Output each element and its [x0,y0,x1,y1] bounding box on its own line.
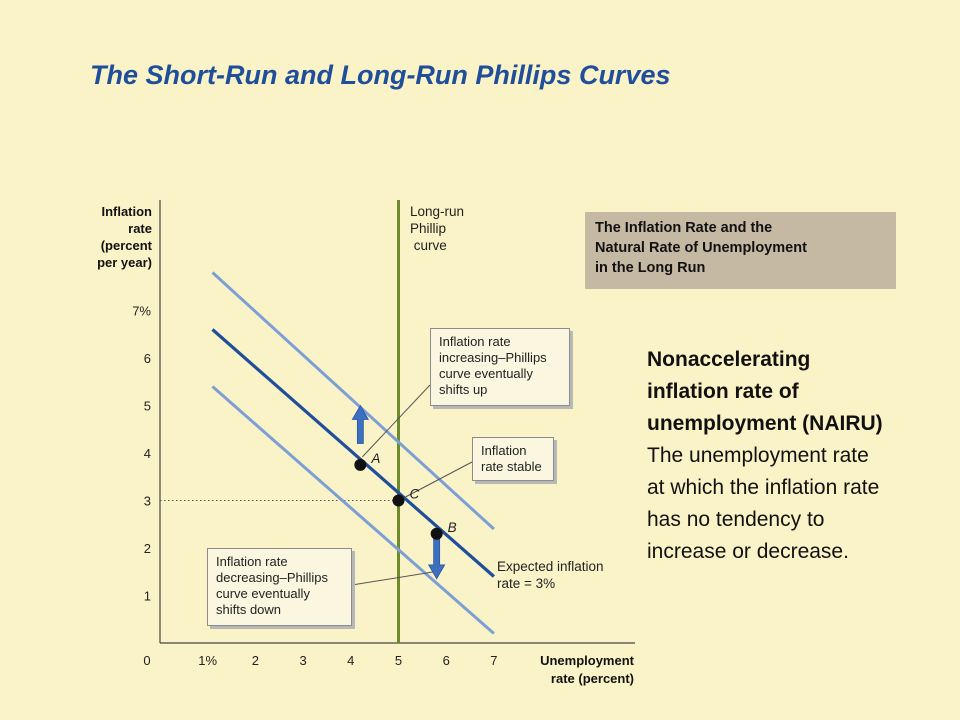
x-tick-label: 0 [143,653,150,668]
point-label-B: B [448,520,457,535]
long-run-curve-label: Long-run Phillip curve [410,204,464,253]
slide-title: The Short-Run and Long-Run Phillips Curv… [90,60,671,90]
definition-text: The unemployment rate at which the infla… [647,444,880,563]
chart-marks [351,404,446,580]
series-label-expected: Expected inflation rate = 3% [497,559,604,591]
info-box: The Inflation Rate and the Natural Rate … [585,212,896,289]
callout-inflation-decreasing: Inflation rate decreasing–Phillips curve… [207,548,352,626]
leader-decreasing [351,571,435,586]
chart-labels: 1 2 3 4 5 6 7% 0 1% 2 3 4 5 6 7 Inflation rate (percent pe… [97,204,635,686]
y-tick-label: 7% [132,304,151,319]
callout-inflation-increasing: Inflation rate increasing–Phillips curve… [430,328,570,406]
x-tick-label: 6 [443,653,450,668]
x-tick-label: 3 [299,653,306,668]
point-label-C: C [410,487,420,502]
y-tick-label: 6 [144,351,151,366]
point-C [392,494,405,507]
y-axis-title: Inflation rate (percent per year) [97,204,153,270]
definition-term: Nonaccelerating inflation rate of unempl… [647,348,883,435]
arrow-down-icon [427,538,446,580]
point-B [430,527,443,540]
x-tick-label: 5 [395,653,402,668]
y-tick-label: 3 [144,494,151,509]
x-tick-label: 1% [198,653,217,668]
x-axis-title: Unemployment rate (percent) [540,653,635,686]
leader-stable [404,461,473,498]
short-run-curve-lower [211,385,495,635]
y-tick-label: 5 [144,399,151,414]
y-tick-label: 1 [144,589,151,604]
leader-increasing [361,384,431,458]
chart-lines [160,200,495,643]
arrow-up-icon [351,404,370,444]
point-label-A: A [370,451,380,466]
point-A [354,458,367,471]
y-tick-label: 4 [144,446,151,461]
y-tick-label: 2 [144,541,151,556]
short-run-curve-upper [211,271,495,531]
x-tick-label: 4 [347,653,354,668]
nairu-definition: Nonaccelerating inflation rate of unempl… [647,344,957,568]
callout-inflation-stable: Inflation rate stable [472,437,554,481]
x-tick-label: 2 [252,653,259,668]
x-tick-label: 7 [490,653,497,668]
short-run-curve-expected [211,328,495,578]
